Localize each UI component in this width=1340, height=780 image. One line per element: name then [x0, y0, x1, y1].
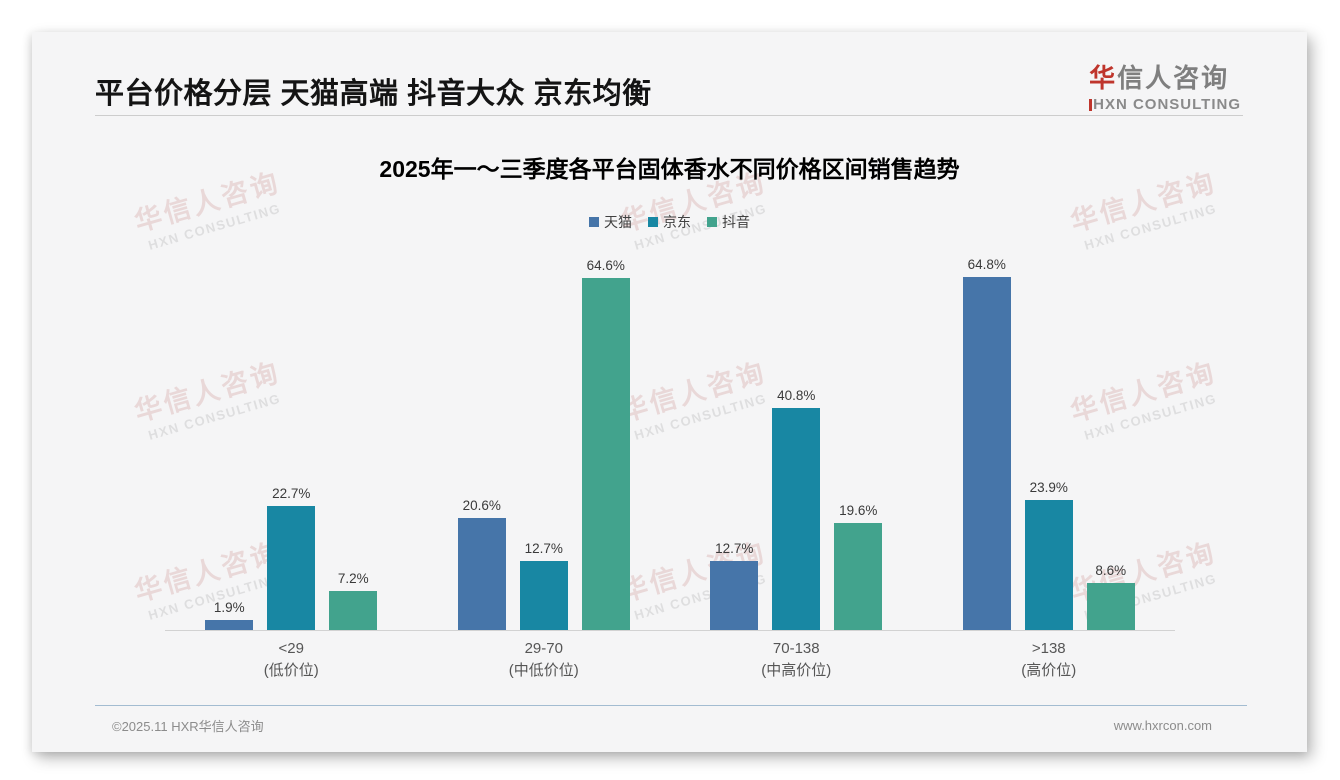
legend-swatch-icon	[648, 217, 658, 227]
bar-value-label: 1.9%	[213, 600, 245, 615]
bar-group: 1.9% 22.7% 7.2%	[165, 250, 418, 630]
bar-value-label: 12.7%	[524, 541, 563, 556]
brand-logo-english: HXN CONSULTING	[1089, 96, 1241, 113]
bar-group: 64.8% 23.9% 8.6%	[923, 250, 1176, 630]
bar-value-label: 64.6%	[586, 258, 625, 273]
category-label: >138 (高价位)	[923, 638, 1176, 682]
bar-value-label: 19.6%	[839, 503, 878, 518]
bar-wrapper: 64.6%	[581, 258, 630, 630]
brand-logo-rest-chars: 信人咨询	[1117, 63, 1230, 93]
brand-logo-chinese: 华信人咨询	[1089, 58, 1241, 95]
category-label: <29 (低价位)	[165, 638, 418, 682]
bar-value-label: 12.7%	[715, 541, 754, 556]
bar-wrapper: 23.9%	[1024, 480, 1073, 630]
bar-group: 20.6% 12.7% 64.6%	[418, 250, 671, 630]
legend-item: 京东	[648, 212, 691, 232]
bar-抖音-70-138	[834, 523, 883, 630]
title-divider	[95, 115, 1243, 116]
bar-天猫->138	[962, 277, 1011, 630]
bar-天猫-70-138	[710, 561, 759, 630]
slide-card: 华信人咨询 HXN CONSULTING 华信人咨询 HXN CONSULTING 华信…	[32, 32, 1307, 752]
category-range-text: 29-70	[524, 640, 563, 657]
legend-swatch-icon	[589, 217, 599, 227]
bar-京东->138	[1024, 500, 1073, 630]
category-range-text: 70-138	[772, 640, 820, 657]
bar-wrapper: 12.7%	[519, 541, 568, 630]
legend-item: 抖音	[707, 212, 750, 232]
bar-value-label: 40.8%	[777, 388, 816, 403]
category-label: 70-138 (中高价位)	[670, 638, 923, 682]
chart-legend: 天猫 京东 抖音	[32, 212, 1307, 232]
bar-wrapper: 7.2%	[329, 571, 378, 630]
bar-京东-70-138	[772, 408, 821, 630]
bar-value-label: 23.9%	[1029, 480, 1068, 495]
legend-label: 天猫	[604, 214, 632, 230]
bar-京东-<29	[267, 506, 316, 630]
bar-value-label: 20.6%	[462, 498, 501, 513]
bar-京东-29-70	[519, 561, 568, 630]
brand-logo-accent-char: 华	[1089, 63, 1118, 93]
bar-天猫-29-70	[457, 518, 506, 630]
category-tier-text: (中高价位)	[761, 662, 832, 679]
legend-label: 京东	[663, 214, 691, 230]
bar-chart-plot: 1.9% 22.7% 7.2% 20.6% 12.7% 64.6% 12.7% 40.8% 19…	[165, 250, 1175, 630]
brand-logo-red-tick-icon	[1089, 98, 1093, 111]
category-tier-text: (高价位)	[1021, 662, 1077, 679]
category-range-text: <29	[278, 640, 304, 657]
brand-logo: 华信人咨询 HXN CONSULTING	[1089, 58, 1241, 113]
bar-value-label: 64.8%	[967, 257, 1006, 272]
bar-wrapper: 8.6%	[1086, 563, 1135, 630]
bar-抖音-<29	[329, 591, 378, 630]
bar-value-label: 8.6%	[1095, 563, 1127, 578]
category-label: 29-70 (中低价位)	[418, 638, 671, 682]
category-range-text: >138	[1031, 640, 1066, 657]
category-tier-text: (中低价位)	[508, 662, 579, 679]
bar-wrapper: 64.8%	[962, 257, 1011, 630]
bar-天猫-<29	[205, 620, 254, 630]
bar-wrapper: 40.8%	[772, 388, 821, 630]
legend-item: 天猫	[589, 212, 632, 232]
bar-抖音-29-70	[581, 278, 630, 630]
x-axis-category-labels: <29 (低价位) 29-70 (中低价位) 70-138 (中高价位) >138 (高价位)	[165, 638, 1175, 682]
bar-wrapper: 12.7%	[710, 541, 759, 630]
bar-抖音->138	[1086, 583, 1135, 630]
page-title: 平台价格分层 天猫高端 抖音大众 京东均衡	[95, 78, 652, 110]
legend-label: 抖音	[722, 214, 750, 230]
legend-swatch-icon	[707, 217, 717, 227]
category-tier-text: (低价位)	[263, 662, 319, 679]
bar-wrapper: 20.6%	[457, 498, 506, 630]
bar-wrapper: 22.7%	[267, 486, 316, 630]
bar-wrapper: 19.6%	[834, 503, 883, 630]
bar-group: 12.7% 40.8% 19.6%	[670, 250, 923, 630]
footer-divider	[95, 705, 1247, 706]
bar-wrapper: 1.9%	[205, 600, 254, 630]
website-url: www.hxrcon.com	[1113, 718, 1212, 733]
bar-value-label: 7.2%	[337, 571, 369, 586]
brand-logo-english-text: HXN CONSULTING	[1093, 96, 1241, 113]
copyright-text: ©2025.11 HXR华信人咨询	[112, 719, 264, 734]
bar-value-label: 22.7%	[272, 486, 311, 501]
chart-title: 2025年一～三季度各平台固体香水不同价格区间销售趋势	[379, 156, 960, 182]
x-axis-line	[165, 630, 1175, 631]
